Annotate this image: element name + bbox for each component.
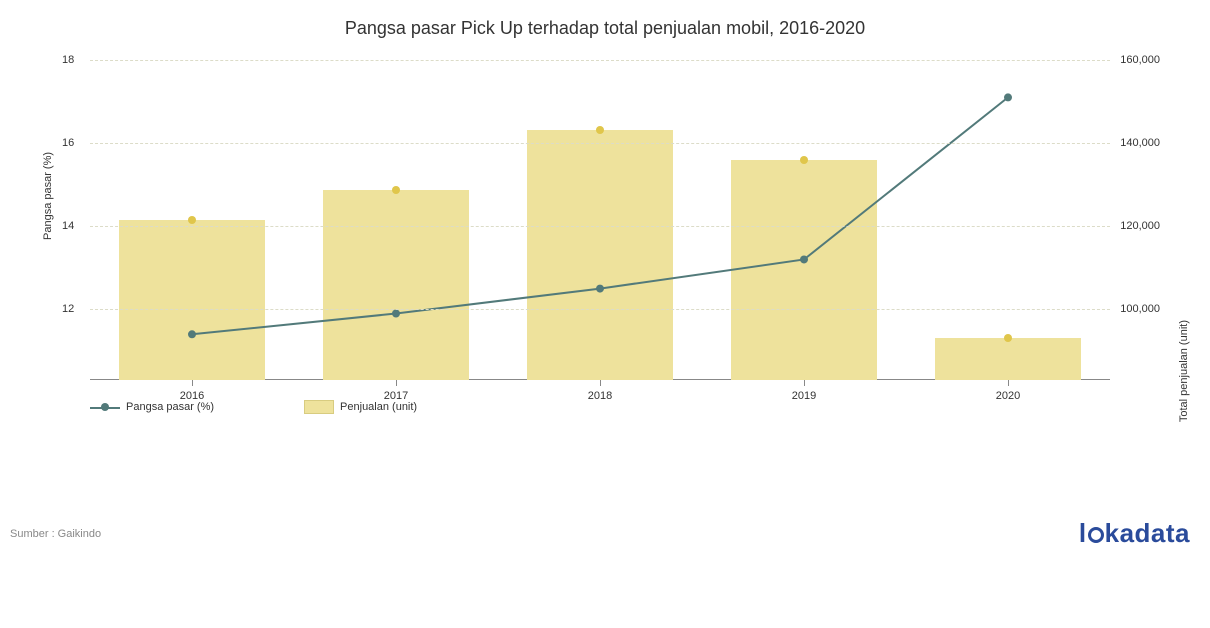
x-tick-label: 2018 [588,390,612,402]
y-right-tick: 160,000 [1120,54,1160,66]
line-series [192,97,1008,334]
line-marker-icon [1004,93,1012,101]
x-tick-mark [1008,380,1009,386]
grid-line [90,309,1110,310]
plot-region: 12100,00014120,00016140,00018160,0002016… [90,60,1110,380]
legend-item-bar: Penjualan (unit) [304,400,417,414]
legend-line-icon [90,402,120,412]
y-left-axis-label: Pangsa pasar (%) [42,152,54,240]
legend-item-line: Pangsa pasar (%) [90,401,214,413]
grid-line [90,143,1110,144]
line-marker-icon [392,310,400,318]
brand-logo: lkadata [1079,518,1190,549]
line-series-svg [90,60,1110,380]
chart-area: Pangsa pasar (%) Total penjualan (unit) … [40,60,1180,410]
source-text: Sumber : Gaikindo [10,528,101,540]
footer: Sumber : Gaikindo lkadata [10,518,1190,549]
grid-line [90,60,1110,61]
y-left-tick: 12 [62,303,74,315]
brand-ring-icon [1088,527,1104,543]
y-right-tick: 120,000 [1120,220,1160,232]
chart-title: Pangsa pasar Pick Up terhadap total penj… [0,0,1210,47]
x-tick-label: 2019 [792,390,816,402]
legend-bar-icon [304,400,334,414]
line-marker-icon [800,255,808,263]
x-tick-mark [192,380,193,386]
x-tick-label: 2020 [996,390,1020,402]
x-tick-mark [804,380,805,386]
line-marker-icon [188,330,196,338]
line-marker-icon [596,285,604,293]
y-right-axis-label: Total penjualan (unit) [1178,320,1190,422]
y-left-tick: 16 [62,137,74,149]
brand-post: kadata [1105,518,1190,549]
legend: Pangsa pasar (%) Penjualan (unit) [90,400,417,414]
y-left-tick: 18 [62,54,74,66]
x-tick-mark [600,380,601,386]
x-tick-mark [396,380,397,386]
legend-bar-label: Penjualan (unit) [340,401,417,413]
grid-line [90,226,1110,227]
brand-pre: l [1079,518,1087,549]
y-right-tick: 100,000 [1120,303,1160,315]
legend-line-label: Pangsa pasar (%) [126,401,214,413]
y-right-tick: 140,000 [1120,137,1160,149]
y-left-tick: 14 [62,220,74,232]
